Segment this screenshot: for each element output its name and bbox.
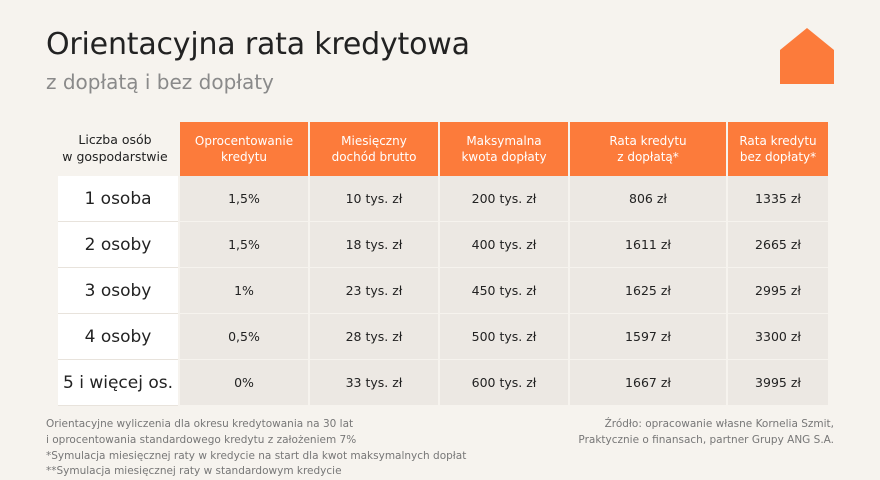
table-cell: 3300 zł — [728, 314, 828, 360]
source-note: Źródło: opracowanie własne Kornelia Szmi… — [578, 417, 834, 449]
table-cell: 500 tys. zł — [440, 314, 568, 360]
page-title: Orientacyjna rata kredytowa — [46, 27, 470, 62]
table-cell: 23 tys. zł — [310, 268, 438, 314]
footnote-line: i oprocentowania standardowego kredytu z… — [46, 433, 357, 446]
page-subtitle: z dopłatą i bez dopłaty — [46, 70, 274, 94]
header-line: Maksymalna — [466, 133, 542, 148]
table-cell: 400 tys. zł — [440, 222, 568, 268]
table-cell: 3995 zł — [728, 360, 828, 406]
header-line: bez dopłaty* — [739, 150, 817, 164]
loan-table: Liczba osób w gospodarstwie Oprocentowan… — [58, 122, 828, 406]
header-line: Miesięczny — [341, 133, 407, 148]
column-header-interest: Oprocentowanie kredytu — [180, 122, 308, 176]
corner-label-line2: w gospodarstwie — [62, 149, 168, 164]
table-cell: 0,5% — [180, 314, 308, 360]
table-cell: 1,5% — [180, 176, 308, 222]
table-cell: 600 tys. zł — [440, 360, 568, 406]
row-label: 1 osoba — [58, 176, 178, 222]
table-cell: 1611 zł — [570, 222, 726, 268]
source-line: Praktycznie o finansach, partner Grupy A… — [578, 433, 834, 446]
table-cell: 28 tys. zł — [310, 314, 438, 360]
table-cell: 806 zł — [570, 176, 726, 222]
table-cell: 1597 zł — [570, 314, 726, 360]
footnote-line: Orientacyjne wyliczenia dla okresu kredy… — [46, 418, 354, 430]
header-line: Oprocentowanie — [194, 133, 294, 148]
table-cell: 2665 zł — [728, 222, 828, 268]
table-cell: 1,5% — [180, 222, 308, 268]
source-line: Źródło: opracowanie własne Kornelia Szmi… — [604, 418, 834, 430]
table-corner-header: Liczba osób w gospodarstwie — [58, 122, 178, 176]
table-cell: 200 tys. zł — [440, 176, 568, 222]
column-header-rate-without-subsidy: Rata kredytu bez dopłaty* — [728, 122, 828, 176]
header-line: dochód brutto — [331, 150, 417, 164]
table-cell: 10 tys. zł — [310, 176, 438, 222]
table-cell: 1667 zł — [570, 360, 726, 406]
footnotes-left: Orientacyjne wyliczenia dla okresu kredy… — [46, 417, 466, 480]
corner-label-line1: Liczba osób — [78, 132, 152, 148]
column-header-max-subsidy: Maksymalna kwota dopłaty — [440, 122, 568, 176]
header-line: kredytu — [220, 150, 267, 164]
row-label: 4 osoby — [58, 314, 178, 360]
table-cell: 450 tys. zł — [440, 268, 568, 314]
row-label: 3 osoby — [58, 268, 178, 314]
column-header-income: Miesięczny dochód brutto — [310, 122, 438, 176]
column-header-rate-with-subsidy: Rata kredytu z dopłatą* — [570, 122, 726, 176]
header-line: Rata kredytu — [739, 133, 817, 148]
footnote-line: *Symulacja miesięcznej raty w kredycie n… — [46, 449, 467, 462]
header-line: z dopłatą* — [617, 150, 679, 164]
footnote-line: **Symulacja miesięcznej raty w standardo… — [46, 465, 342, 478]
row-label: 5 i więcej os. — [58, 360, 178, 406]
table-cell: 18 tys. zł — [310, 222, 438, 268]
row-label: 2 osoby — [58, 222, 178, 268]
table-cell: 1% — [180, 268, 308, 314]
house-icon — [780, 28, 834, 84]
table-cell: 1625 zł — [570, 268, 726, 314]
header-line: kwota dopłaty — [461, 150, 547, 164]
header-line: Rata kredytu — [609, 133, 687, 148]
table-cell: 2995 zł — [728, 268, 828, 314]
table-cell: 0% — [180, 360, 308, 406]
table-cell: 1335 zł — [728, 176, 828, 222]
table-cell: 33 tys. zł — [310, 360, 438, 406]
